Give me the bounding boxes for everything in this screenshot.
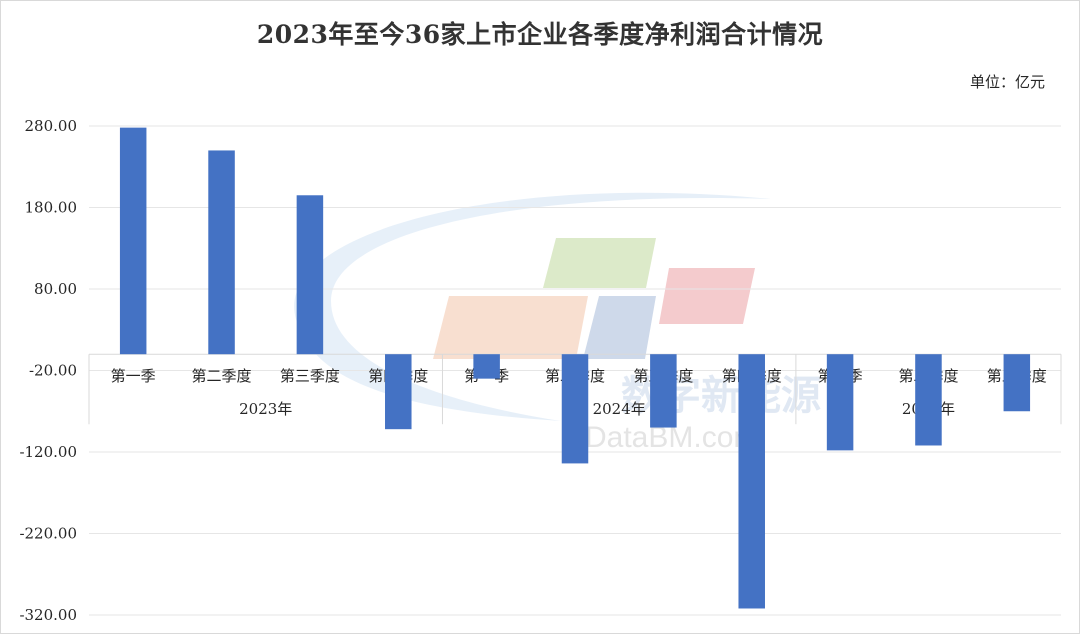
chart-title: 2023年至今36家上市企业各季度净利润合计情况 [256,20,824,49]
y-tick-label: -120.00 [19,443,77,461]
bar [650,354,677,428]
bar [1003,354,1031,412]
y-tick-label: -20.00 [29,362,77,380]
bar [208,150,235,355]
y-tick-label: 280.00 [25,117,78,135]
bar [473,354,500,379]
bar [561,354,589,464]
x-category-label: 第三季度 [280,367,340,385]
bar [915,354,942,446]
x-category-label: 第一季 [111,367,156,385]
unit-label: 单位：亿元 [969,73,1045,91]
bar [826,354,854,451]
x-category-label: 第二季度 [192,367,252,385]
bar [738,354,765,609]
x-group-label: 2023年 [239,400,292,418]
bars [119,127,1031,609]
x-group-label: 2024年 [593,400,646,418]
bar [119,127,147,355]
y-axis: 280.00 180.00 80.00 -20.00 -120.00 -220.00 -32… [19,117,77,624]
y-tick-label: -320.00 [19,606,77,624]
y-tick-label: -220.00 [19,525,77,543]
y-tick-label: 180.00 [25,199,78,217]
watermark-logo: 数字新能源 DataBM.com [294,192,821,454]
y-tick-label: 80.00 [34,280,77,298]
bar [296,195,324,355]
bar [385,354,412,430]
